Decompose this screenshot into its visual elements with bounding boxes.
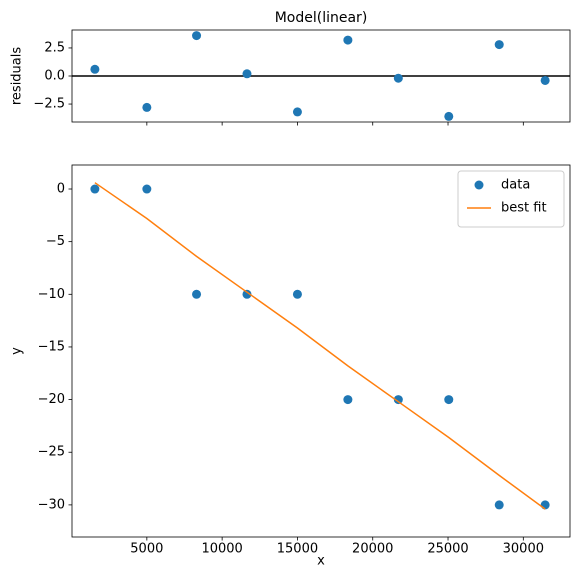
x-tick-label: 15000 <box>277 542 318 557</box>
legend-label: best fit <box>501 201 547 216</box>
point <box>292 289 302 299</box>
y-tick-label: 2.5 <box>44 40 65 55</box>
y-axis-label: residuals <box>10 47 25 106</box>
y-axis-label: y <box>10 347 25 355</box>
y-tick-label: −2.5 <box>33 97 65 112</box>
axes-frame <box>71 164 571 538</box>
point <box>540 75 550 85</box>
chart-title: Model(linear) <box>275 10 368 26</box>
y-tick-label: −20 <box>38 392 65 407</box>
x-tick-label: 20000 <box>352 542 393 557</box>
x-tick-label: 30000 <box>503 542 544 557</box>
point <box>444 395 454 405</box>
legend-label: data <box>501 178 530 193</box>
y-tick-label: −10 <box>38 287 65 302</box>
point <box>444 111 454 121</box>
point <box>540 500 550 510</box>
y-tick-label: −30 <box>38 497 65 512</box>
y-tick-label: 0 <box>57 182 65 197</box>
legend-box <box>457 170 565 228</box>
point <box>142 102 152 112</box>
x-tick-label: 25000 <box>427 542 468 557</box>
point <box>494 40 504 50</box>
y-tick-label: 0.0 <box>44 69 65 84</box>
legend-marker <box>474 180 484 190</box>
x-axis-label: x <box>317 554 325 569</box>
y-tick-label: −5 <box>46 234 65 249</box>
axes-frame <box>71 29 571 123</box>
point <box>192 31 202 41</box>
point <box>90 64 100 74</box>
point <box>494 500 504 510</box>
x-tick-label: 5000 <box>130 542 163 557</box>
point <box>142 184 152 194</box>
fit-line <box>94 182 546 510</box>
y-tick-label: −15 <box>38 339 65 354</box>
point <box>393 395 403 405</box>
point <box>242 69 252 79</box>
point <box>292 107 302 117</box>
point <box>192 289 202 299</box>
point <box>343 395 353 405</box>
point <box>90 184 100 194</box>
point <box>343 35 353 45</box>
point <box>242 289 252 299</box>
point <box>393 73 403 83</box>
x-tick-label: 10000 <box>201 542 242 557</box>
y-tick-label: −25 <box>38 445 65 460</box>
